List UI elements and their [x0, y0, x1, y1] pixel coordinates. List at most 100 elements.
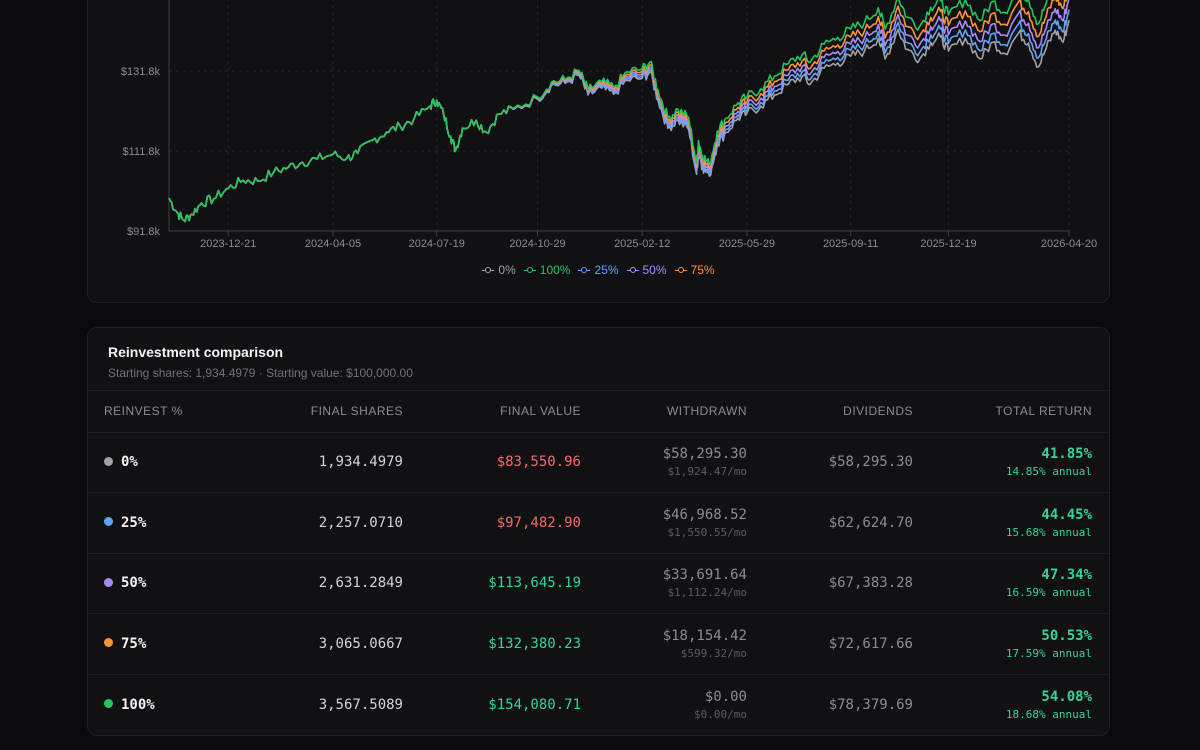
withdrawn-total: $46,968.52: [662, 506, 747, 523]
annual-return: 15.68% annual: [1005, 525, 1092, 539]
withdrawn-monthly: $599.32/mo: [680, 646, 747, 660]
legend-swatch-icon: [482, 266, 495, 274]
comparison-header: Reinvestment comparison Starting shares:…: [88, 328, 1109, 391]
series-line-75pct: [168, 0, 1067, 223]
series-dot-icon: [104, 456, 113, 466]
series-dot-icon: [104, 577, 113, 587]
cell-withdrawn: $18,154.42 $599.32/mo: [581, 613, 747, 675]
total-return-value: 50.53%: [1041, 627, 1092, 644]
table-row[interactable]: 100% 3,567.5089 $154,080.71 $0.00 $0.00/mo $7…: [88, 674, 1109, 735]
x-tick-label: 2024-10-29: [509, 238, 565, 250]
legend-item[interactable]: 50%: [626, 263, 667, 277]
comparison-table: REINVEST % FINAL SHARES FINAL VALUE WITH…: [88, 391, 1109, 735]
table-row[interactable]: 75% 3,065.0667 $132,380.23 $18,154.42 $599.3…: [88, 613, 1109, 675]
legend-swatch-icon: [674, 266, 687, 274]
cell-final-shares: 1,934.4979: [238, 432, 403, 493]
reinvest-label: 50%: [121, 575, 147, 592]
cell-dividends: $72,617.66: [747, 613, 913, 675]
legend-item[interactable]: 75%: [674, 263, 715, 277]
cell-total-return: 41.85% 14.85% annual: [913, 432, 1109, 493]
cell-total-return: 54.08% 18.68% annual: [913, 674, 1109, 735]
withdrawn-monthly: $0.00/mo: [694, 707, 747, 721]
y-tick-label: $111.8k: [122, 146, 160, 158]
withdrawn-monthly: $1,550.55/mo: [667, 525, 747, 539]
table-row[interactable]: 50% 2,631.2849 $113,645.19 $33,691.64 $1,112…: [88, 553, 1109, 614]
cell-total-return: 47.34% 16.59% annual: [913, 553, 1109, 614]
x-tick-label: 2025-02-12: [614, 238, 670, 250]
cell-reinvest: 100%: [88, 674, 238, 735]
withdrawn-total: $58,295.30: [662, 446, 747, 463]
total-return-value: 41.85%: [1041, 446, 1092, 463]
total-return-value: 44.45%: [1041, 506, 1092, 523]
y-tick-label: $131.8k: [121, 66, 161, 78]
cell-withdrawn: $0.00 $0.00/mo: [581, 674, 747, 735]
withdrawn-total: $33,691.64: [662, 567, 747, 584]
legend-label: 0%: [498, 263, 516, 277]
annual-return: 17.59% annual: [1005, 646, 1092, 660]
reinvest-label: 0%: [121, 454, 138, 471]
header-reinvest[interactable]: REINVEST %: [88, 391, 238, 433]
header-total-return[interactable]: TOTAL RETURN: [913, 391, 1109, 433]
withdrawn-total: $18,154.42: [662, 627, 747, 644]
legend-item[interactable]: 0%: [482, 263, 516, 277]
legend-item[interactable]: 25%: [578, 263, 619, 277]
header-final-value[interactable]: FINAL VALUE: [403, 391, 581, 433]
cell-reinvest: 75%: [88, 613, 238, 675]
legend-label: 50%: [642, 263, 667, 277]
legend-swatch-icon: [626, 266, 639, 274]
cell-final-value: $132,380.23: [403, 613, 581, 675]
reinvest-label: 100%: [121, 696, 155, 713]
series-line-50pct: [168, 0, 1070, 223]
table-row[interactable]: 25% 2,257.0710 $97,482.90 $46,968.52 $1,550.…: [88, 492, 1109, 554]
x-tick-label: 2025-12-19: [920, 238, 976, 250]
table-body: 0% 1,934.4979 $83,550.96 $58,295.30 $1,924.4…: [88, 432, 1109, 735]
withdrawn-monthly: $1,112.24/mo: [667, 586, 747, 600]
x-tick-label: 2025-05-29: [719, 238, 775, 250]
cell-final-shares: 3,567.5089: [318, 696, 403, 713]
series-dot-icon: [104, 699, 113, 708]
series-dot-icon: [104, 638, 113, 648]
value-chart: $91.8k$111.8k$131.8k$151.8k2023-12-21202…: [121, 0, 1097, 250]
cell-total-return: 44.45% 15.68% annual: [913, 492, 1109, 554]
legend-label: 25%: [594, 263, 619, 277]
cell-dividends: $58,295.30: [747, 432, 913, 493]
reinvest-label: 25%: [121, 514, 147, 531]
comparison-title: Reinvestment comparison: [108, 344, 284, 360]
series-line-100pct: [168, 0, 1048, 223]
total-return-value: 54.08%: [1041, 688, 1092, 705]
reinvest-label: 75%: [121, 635, 147, 652]
comparison-card: Reinvestment comparison Starting shares:…: [87, 327, 1110, 736]
cell-reinvest: 50%: [88, 553, 238, 614]
legend-label: 100%: [539, 263, 571, 277]
legend-swatch-icon: [578, 266, 591, 274]
series-dot-icon: [104, 517, 113, 527]
legend-label: 75%: [690, 263, 715, 277]
header-dividends[interactable]: DIVIDENDS: [747, 391, 913, 433]
header-withdrawn[interactable]: WITHDRAWN: [581, 391, 747, 433]
x-tick-label: 2024-07-19: [409, 238, 465, 250]
cell-final-shares: 2,257.0710: [238, 492, 403, 554]
cell-reinvest: 25%: [88, 492, 238, 554]
cell-total-return: 50.53% 17.59% annual: [913, 613, 1109, 675]
y-tick-label: $91.8k: [127, 226, 161, 238]
cell-final-value: $113,645.19: [403, 553, 581, 614]
cell-dividends: $78,379.69: [828, 696, 913, 713]
cell-final-value: $83,550.96: [403, 432, 581, 493]
cell-dividends: $62,624.70: [747, 492, 913, 554]
legend-item[interactable]: 100%: [523, 263, 571, 277]
cell-withdrawn: $58,295.30 $1,924.47/mo: [581, 432, 747, 493]
table-row[interactable]: 0% 1,934.4979 $83,550.96 $58,295.30 $1,924.4…: [88, 432, 1109, 493]
annual-return: 18.68% annual: [1005, 707, 1092, 721]
x-tick-label: 2026-04-20: [1041, 238, 1097, 250]
chart-legend: 0% 100% 25% 50% 75%: [88, 263, 1109, 277]
series-line-0pct: [168, 20, 1070, 223]
total-return-value: 47.34%: [1041, 567, 1092, 584]
x-tick-label: 2023-12-21: [200, 238, 256, 250]
annual-return: 14.85% annual: [1005, 465, 1092, 479]
header-final-shares[interactable]: FINAL SHARES: [238, 391, 403, 433]
x-tick-label: 2024-04-05: [305, 238, 361, 250]
chart-card: $91.8k$111.8k$131.8k$151.8k2023-12-21202…: [87, 0, 1110, 303]
cell-final-value: $154,080.71: [488, 696, 581, 713]
cell-final-value: $97,482.90: [403, 492, 581, 554]
cell-withdrawn: $33,691.64 $1,112.24/mo: [581, 553, 747, 614]
